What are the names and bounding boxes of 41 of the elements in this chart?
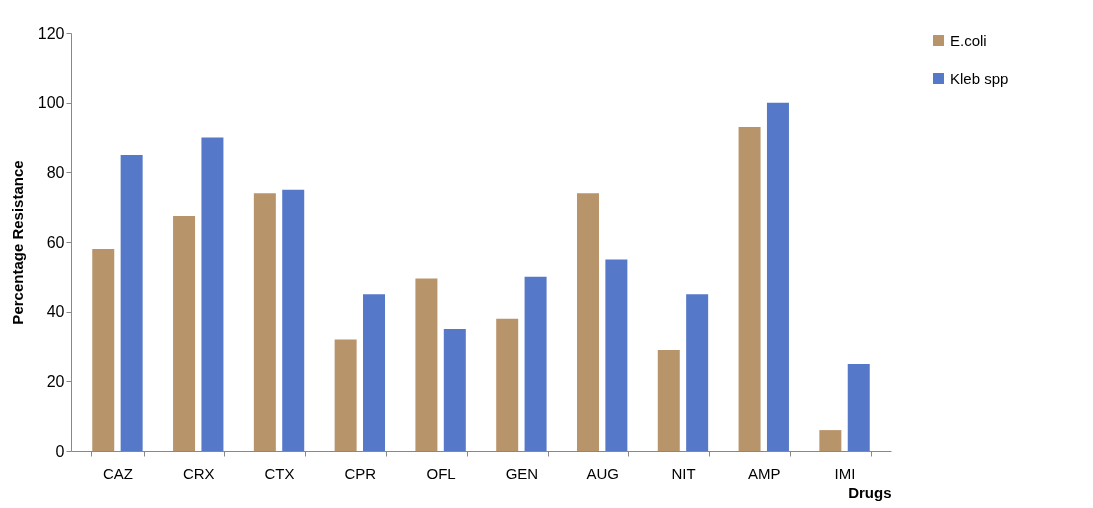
bar — [524, 276, 547, 451]
x-tick-label: AUG — [586, 464, 619, 482]
bar — [819, 430, 842, 451]
bar — [766, 102, 789, 451]
bar — [847, 363, 870, 451]
legend-label: Kleb spp — [950, 69, 1009, 87]
bar — [443, 329, 466, 451]
y-tick-label: 20 — [46, 372, 65, 390]
x-tick-label: IMI — [834, 464, 856, 482]
bar — [415, 278, 438, 451]
y-tick-label: 100 — [37, 94, 65, 112]
bar — [686, 294, 709, 451]
bar — [282, 189, 305, 451]
bar — [201, 137, 224, 451]
x-tick-label: CRX — [182, 464, 215, 482]
x-tick-label: CAZ — [102, 464, 133, 482]
bar — [92, 248, 115, 451]
x-tick-label: CTX — [264, 464, 295, 482]
y-tick-label: 120 — [37, 24, 65, 42]
bar — [363, 294, 386, 451]
y-tick-label: 0 — [55, 442, 65, 460]
bar — [173, 215, 196, 451]
y-axis-title: Percentage Resistance — [8, 160, 26, 325]
x-tick-label: OFL — [426, 464, 456, 482]
x-axis-title: Drugs — [848, 483, 892, 501]
x-tick-label: AMP — [748, 464, 781, 482]
y-tick-label: 40 — [46, 303, 65, 321]
y-tick-label: 60 — [46, 233, 65, 251]
bar — [120, 154, 143, 451]
bar — [605, 259, 628, 451]
x-tick-label: NIT — [671, 464, 696, 482]
bar — [738, 127, 761, 451]
bar — [334, 339, 357, 451]
legend-label: E.coli — [950, 31, 987, 49]
x-tick-label: CPR — [344, 464, 377, 482]
x-tick-label: GEN — [505, 464, 539, 482]
bar — [657, 349, 680, 451]
bar — [253, 193, 276, 451]
y-tick-label: 80 — [46, 163, 65, 181]
bar — [576, 193, 599, 451]
bar — [496, 318, 519, 451]
